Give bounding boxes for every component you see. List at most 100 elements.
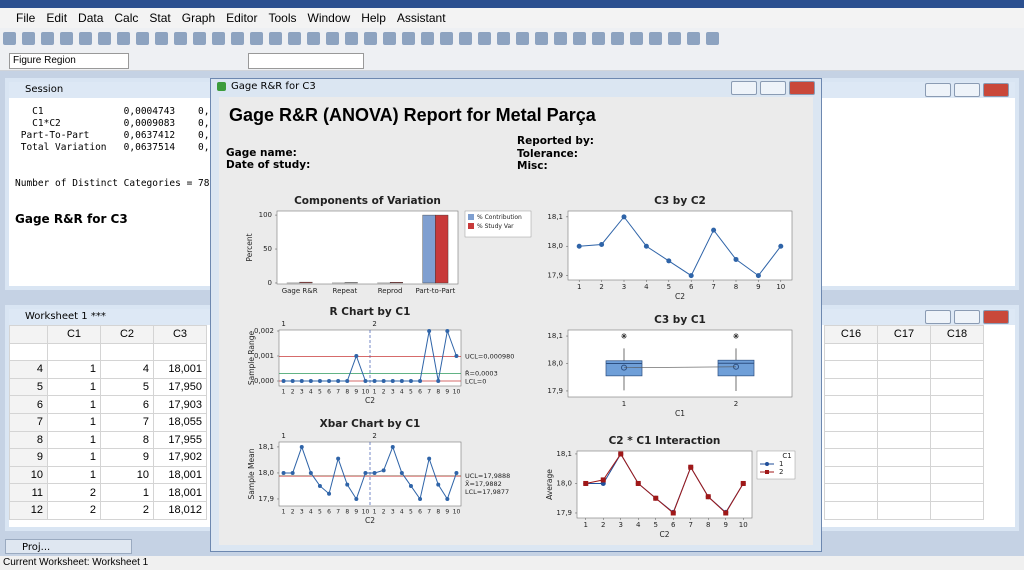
column-header: C18: [930, 325, 984, 344]
icon[interactable]: [630, 32, 643, 45]
chart: C3 by C2 17,9 18,0 18,1 C2 1 2 3 4 5 6 7 8 9 10: [547, 195, 793, 301]
icon[interactable]: [649, 32, 662, 45]
y-tick-label: 18,0: [547, 242, 563, 250]
x-tick-label: Repeat: [333, 287, 358, 295]
icon[interactable]: [573, 32, 586, 45]
icon[interactable]: [478, 32, 491, 45]
icon[interactable]: [79, 32, 92, 45]
x-tick-label: 3: [391, 509, 395, 516]
point: [281, 470, 286, 475]
cell: 17,902: [153, 448, 207, 467]
dropdown[interactable]: [248, 53, 364, 69]
icon[interactable]: [269, 32, 282, 45]
icon[interactable]: [212, 32, 225, 45]
minimize[interactable]: [925, 310, 951, 324]
point: [381, 468, 386, 473]
minimize[interactable]: [925, 83, 951, 97]
icon[interactable]: [250, 32, 263, 45]
icon[interactable]: [364, 32, 377, 45]
icon[interactable]: [535, 32, 548, 45]
menu-item[interactable]: Tools: [268, 11, 297, 25]
icon[interactable]: [60, 32, 73, 45]
maximize[interactable]: [760, 81, 786, 95]
y-tick-label: 50: [263, 245, 272, 253]
legend: [464, 210, 532, 238]
icon[interactable]: [592, 32, 605, 45]
point: [363, 379, 368, 383]
point: [670, 510, 676, 516]
y-tick-label: 0: [268, 279, 272, 287]
icon[interactable]: [22, 32, 35, 45]
icon[interactable]: [345, 32, 358, 45]
group-label: 1: [281, 432, 285, 440]
icon[interactable]: [155, 32, 168, 45]
chart-title: C3 by C2: [654, 195, 706, 207]
icon[interactable]: [668, 32, 681, 45]
point: [621, 214, 627, 220]
icon[interactable]: [554, 32, 567, 45]
x-tick-label: 3: [300, 509, 304, 516]
region-dropdown[interactable]: Figure Region: [9, 53, 129, 69]
fields-left: Gage name: Date of study:: [226, 147, 310, 171]
x-axis-label: C2: [675, 292, 685, 301]
icon[interactable]: [706, 32, 719, 45]
header-row: C1 C2 C3: [9, 325, 207, 344]
icon[interactable]: [174, 32, 187, 45]
close[interactable]: [983, 310, 1009, 324]
icon[interactable]: [440, 32, 453, 45]
menu-item[interactable]: Calc: [114, 11, 139, 25]
chart-title: Components of Variation: [294, 195, 441, 207]
icon[interactable]: [117, 32, 130, 45]
data-row: 4 1 4 18,001: [9, 360, 207, 379]
x-tick-label: 10: [739, 521, 748, 529]
x-tick-label: 9: [354, 509, 358, 516]
icon[interactable]: [497, 32, 510, 45]
x-tick-label: 1: [584, 521, 588, 529]
menu-item[interactable]: Assistant: [396, 11, 446, 25]
icon[interactable]: [288, 32, 301, 45]
control-limit-label: UCL=17,9888: [465, 472, 510, 480]
minimize[interactable]: [731, 81, 757, 95]
field-label: Tolerance:: [517, 147, 578, 160]
data-row: 11 2 1 18,001: [9, 483, 207, 502]
icon[interactable]: [402, 32, 415, 45]
menu-item[interactable]: Graph: [181, 11, 216, 25]
menu-item[interactable]: File: [16, 11, 36, 25]
icon[interactable]: [326, 32, 339, 45]
close[interactable]: [983, 83, 1009, 97]
icon[interactable]: [307, 32, 320, 45]
title-bar: [0, 0, 1024, 8]
close[interactable]: [789, 81, 815, 95]
y-tick-label: 18,1: [547, 332, 563, 340]
session-window: Session C1 0,0004743 0, C1*C2 0,0009083 …: [5, 78, 220, 290]
project-tab[interactable]: Proj...: [5, 539, 132, 554]
icon[interactable]: [193, 32, 206, 45]
menu-item[interactable]: Edit: [46, 11, 68, 25]
maximize[interactable]: [954, 83, 980, 97]
menu-item[interactable]: Help: [361, 11, 386, 25]
plot-area: [576, 450, 753, 519]
icon[interactable]: [98, 32, 111, 45]
icon[interactable]: [3, 32, 16, 45]
icon[interactable]: [421, 32, 434, 45]
field-label: Date of study:: [226, 159, 311, 171]
legend-label: 2: [779, 468, 783, 476]
maximize[interactable]: [954, 310, 980, 324]
icon[interactable]: [687, 32, 700, 45]
legend-swatch: [468, 223, 474, 229]
icon[interactable]: [41, 32, 54, 45]
point: [336, 379, 341, 383]
icon[interactable]: [231, 32, 244, 45]
menu-item[interactable]: Window: [307, 11, 351, 25]
icon[interactable]: [611, 32, 624, 45]
chart: C2 * C1 Interaction 17,9 18,0 18,1 Average C2…: [545, 435, 796, 539]
icon[interactable]: [136, 32, 149, 45]
menu-item[interactable]: Editor: [226, 11, 258, 25]
menu-item[interactable]: Data: [78, 11, 104, 25]
x-tick-label: 9: [724, 521, 728, 529]
icon[interactable]: [383, 32, 396, 45]
y-tick-label: 18,0: [547, 360, 563, 368]
icon[interactable]: [459, 32, 472, 45]
icon[interactable]: [516, 32, 529, 45]
menu-item[interactable]: Stat: [149, 11, 171, 25]
